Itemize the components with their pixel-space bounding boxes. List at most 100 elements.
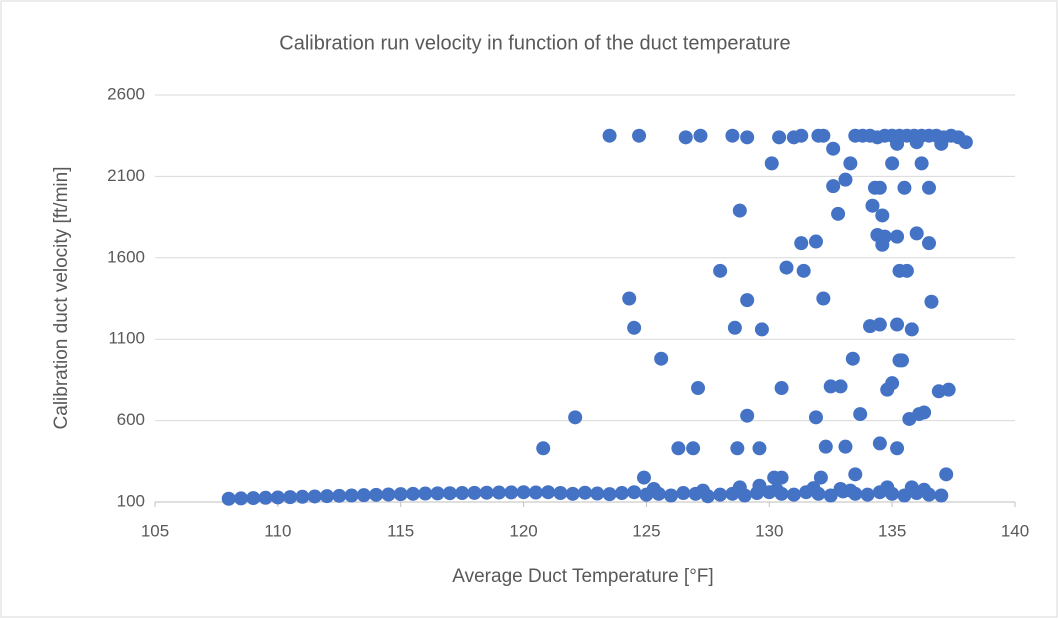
point [826,179,841,194]
point [270,490,285,505]
point [890,441,905,456]
point [890,136,905,151]
point [808,234,823,249]
point [818,439,833,454]
point [838,172,853,187]
point [934,488,949,503]
point [622,291,637,306]
point [356,488,371,503]
point [381,487,396,502]
point [732,203,747,218]
point [941,382,956,397]
point [686,441,701,456]
point [885,376,900,391]
point [295,489,310,504]
point [890,317,905,332]
point [831,206,846,221]
point [772,130,787,145]
point [234,491,248,506]
point [221,491,236,506]
point [553,486,568,501]
point [636,470,651,485]
point [430,486,445,501]
point [725,128,740,143]
point [442,486,457,501]
point [816,128,831,143]
x-axis-label: Average Duct Temperature [°F] [452,566,713,587]
point [504,485,519,500]
y-axis-label: Calibration duct velocity [ft/min] [51,167,72,430]
point [664,488,678,503]
point [808,410,823,425]
point [796,263,811,278]
x-tick-label: 130 [755,521,783,540]
point [369,487,384,502]
point [845,351,860,366]
point [838,439,853,454]
point [713,487,728,502]
point [590,486,605,501]
point [602,128,617,143]
point [914,156,929,171]
point [894,353,909,368]
point [536,441,551,456]
point [909,135,924,150]
point [872,180,887,195]
point [823,488,838,503]
point [774,381,789,396]
point [740,130,755,145]
point [627,485,642,500]
point [418,486,433,501]
point [826,141,841,156]
point [872,317,887,332]
point [455,486,470,501]
x-tick-label: 135 [878,521,906,540]
point [479,485,494,500]
point [406,486,420,501]
point [875,208,890,223]
point [632,128,647,143]
point [307,489,322,504]
point [872,436,887,451]
point [695,483,710,498]
point [885,156,900,171]
y-tick-label: 2600 [107,84,145,103]
y-tick-label: 600 [117,410,145,429]
point [774,470,789,485]
point [833,481,848,496]
point [654,351,669,366]
point [671,441,686,456]
point [922,236,936,251]
point [853,407,868,422]
point [897,180,912,195]
point [752,441,767,456]
point [676,486,691,501]
point [732,480,747,495]
point [691,381,706,396]
point [246,491,261,506]
point [779,260,794,275]
point [492,485,506,500]
point [646,481,661,496]
point [627,320,642,335]
point [528,485,543,500]
point [752,478,767,493]
point [934,136,949,151]
chart-title: Calibration run velocity in function of … [279,32,790,54]
point [922,180,936,195]
point [899,263,914,278]
point [958,135,973,150]
point [924,294,939,309]
point [727,320,742,335]
point [904,480,919,495]
point [740,293,755,308]
point [578,485,592,500]
point [565,486,580,501]
point [833,379,848,394]
point [678,130,693,145]
point [769,482,784,497]
point [602,487,617,502]
point [614,486,629,501]
y-tick-label: 2100 [107,166,145,185]
